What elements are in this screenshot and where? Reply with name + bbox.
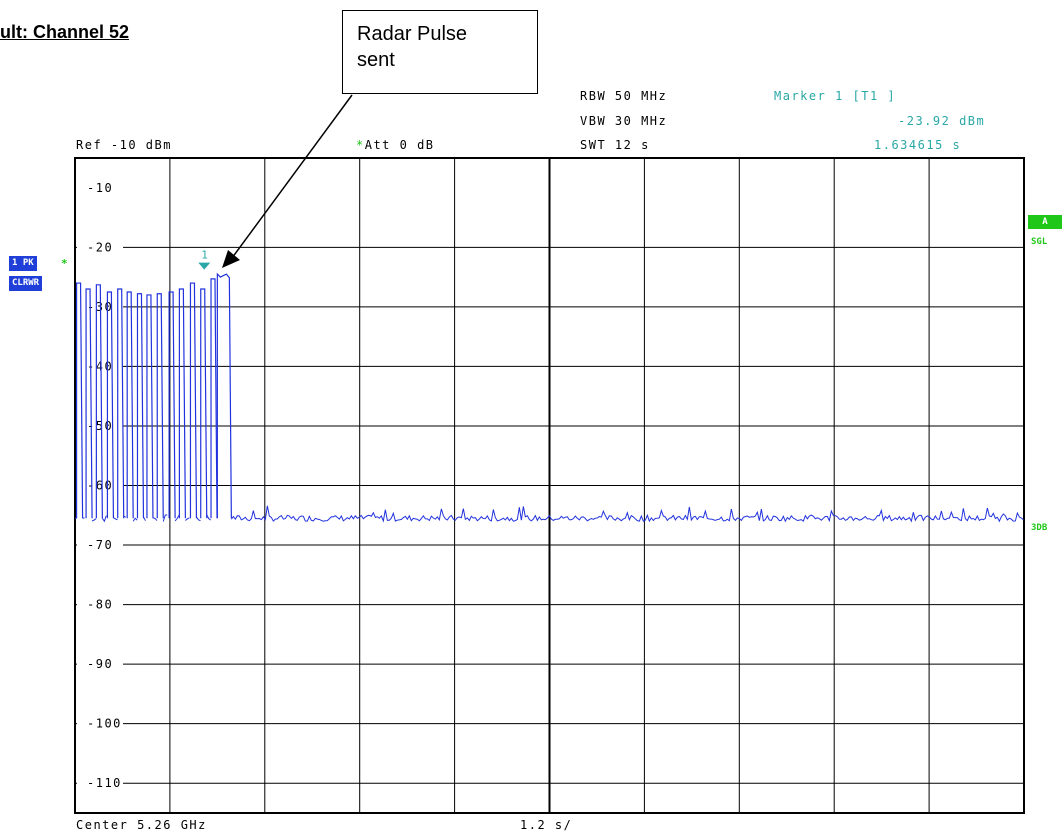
marker-triangle bbox=[198, 262, 211, 270]
trace-star: * bbox=[61, 257, 68, 270]
trace-floor-segment bbox=[152, 517, 158, 521]
trace-pulse bbox=[75, 282, 84, 519]
trace-a-badge: A bbox=[1028, 215, 1062, 229]
trace-series bbox=[75, 272, 1024, 523]
marker-1: 1 bbox=[198, 249, 211, 270]
y-tick-label: -60 bbox=[87, 479, 113, 493]
page-heading: ult: Channel 52 bbox=[0, 22, 130, 42]
trace-detector-tag: 1 PK bbox=[9, 256, 37, 271]
trace-noise-floor bbox=[230, 505, 1024, 523]
y-tick-label: -100 bbox=[87, 717, 122, 731]
y-tick-bg bbox=[77, 240, 123, 255]
trace-pulse bbox=[85, 288, 93, 519]
sgl-label: SGL bbox=[1031, 237, 1048, 247]
swt: SWT 12 s bbox=[580, 138, 650, 152]
trace-pulse bbox=[178, 288, 186, 519]
trace-floor-segment bbox=[143, 516, 146, 521]
trace-pulse bbox=[210, 278, 218, 519]
y-tick-label: -80 bbox=[87, 598, 113, 612]
3db-label: 3DB bbox=[1031, 523, 1048, 533]
trace-pulse bbox=[200, 288, 208, 519]
marker-time: 1.634615 s bbox=[874, 138, 962, 152]
y-tick-bg bbox=[77, 418, 123, 433]
trace-pulse bbox=[106, 291, 115, 519]
trace-detector: 1 PK bbox=[12, 258, 34, 268]
trace-mode-tag: CLRWR bbox=[9, 276, 43, 291]
trace-floor-segment bbox=[174, 514, 180, 522]
trace-pulse bbox=[136, 293, 145, 519]
marker-label: Marker 1 [T1 ] bbox=[774, 89, 897, 103]
trace-floor-segment bbox=[101, 515, 107, 523]
y-tick-bg bbox=[77, 716, 123, 731]
vbw: VBW 30 MHz bbox=[580, 114, 668, 128]
y-tick-label: -20 bbox=[87, 240, 113, 254]
trace-floor-segment bbox=[91, 518, 97, 522]
trace-floor-segment bbox=[185, 517, 190, 521]
y-tick-bg bbox=[77, 657, 123, 672]
y-tick-bg bbox=[77, 538, 123, 553]
att-star: * bbox=[356, 138, 365, 152]
y-tick-label: -90 bbox=[87, 657, 113, 671]
y-tick-label: -70 bbox=[87, 538, 113, 552]
att-value: Att 0 dB bbox=[364, 138, 435, 152]
trace-floor-segment bbox=[196, 516, 201, 522]
trace-floor-segment bbox=[206, 514, 212, 521]
trace-pulse bbox=[126, 291, 134, 519]
y-tick-bg bbox=[77, 180, 123, 195]
y-tick-label: -40 bbox=[87, 359, 113, 373]
trace-pulse bbox=[95, 284, 103, 519]
trace-pulse bbox=[146, 294, 154, 519]
center-frequency: Center 5.26 GHz bbox=[76, 818, 207, 832]
trace-pulse bbox=[189, 282, 198, 519]
callout-arrow-head bbox=[222, 250, 240, 268]
callout-line-2: sent bbox=[357, 49, 395, 71]
y-tick-label: -30 bbox=[87, 300, 113, 314]
trace-pulse bbox=[117, 288, 125, 519]
trace-pulse bbox=[216, 272, 232, 519]
trace-floor-segment bbox=[113, 517, 118, 521]
span-per-division: 1.2 s/ bbox=[520, 818, 573, 832]
y-tick-bg bbox=[77, 478, 123, 493]
grid bbox=[74, 157, 1025, 814]
y-tick-bg bbox=[77, 597, 123, 612]
y-tick-bg bbox=[77, 776, 123, 791]
marker-flag-label: 1 bbox=[201, 249, 208, 262]
trace-pulse bbox=[168, 291, 176, 519]
trace-pulse bbox=[156, 293, 164, 519]
trace-mode: CLRWR bbox=[12, 278, 40, 288]
marker-level: -23.92 dBm bbox=[898, 114, 986, 128]
trace-floor-segment bbox=[123, 515, 126, 518]
ref-level: Ref -10 dBm bbox=[76, 138, 172, 152]
y-tick-label: -10 bbox=[87, 181, 113, 195]
attenuation: *Att 0 dB bbox=[356, 138, 435, 152]
trace-floor-segment bbox=[82, 517, 85, 519]
callout-line-1: Radar Pulse bbox=[357, 23, 468, 45]
trace-floor-segment bbox=[162, 514, 168, 522]
callout-arrow-line bbox=[231, 94, 353, 259]
y-tick-label: -110 bbox=[87, 776, 122, 790]
rbw: RBW 50 MHz bbox=[580, 89, 668, 103]
radar-pulse-callout: Radar Pulse sent bbox=[342, 10, 538, 94]
trace-floor-segment bbox=[132, 517, 138, 522]
y-tick-label: -50 bbox=[87, 419, 113, 433]
